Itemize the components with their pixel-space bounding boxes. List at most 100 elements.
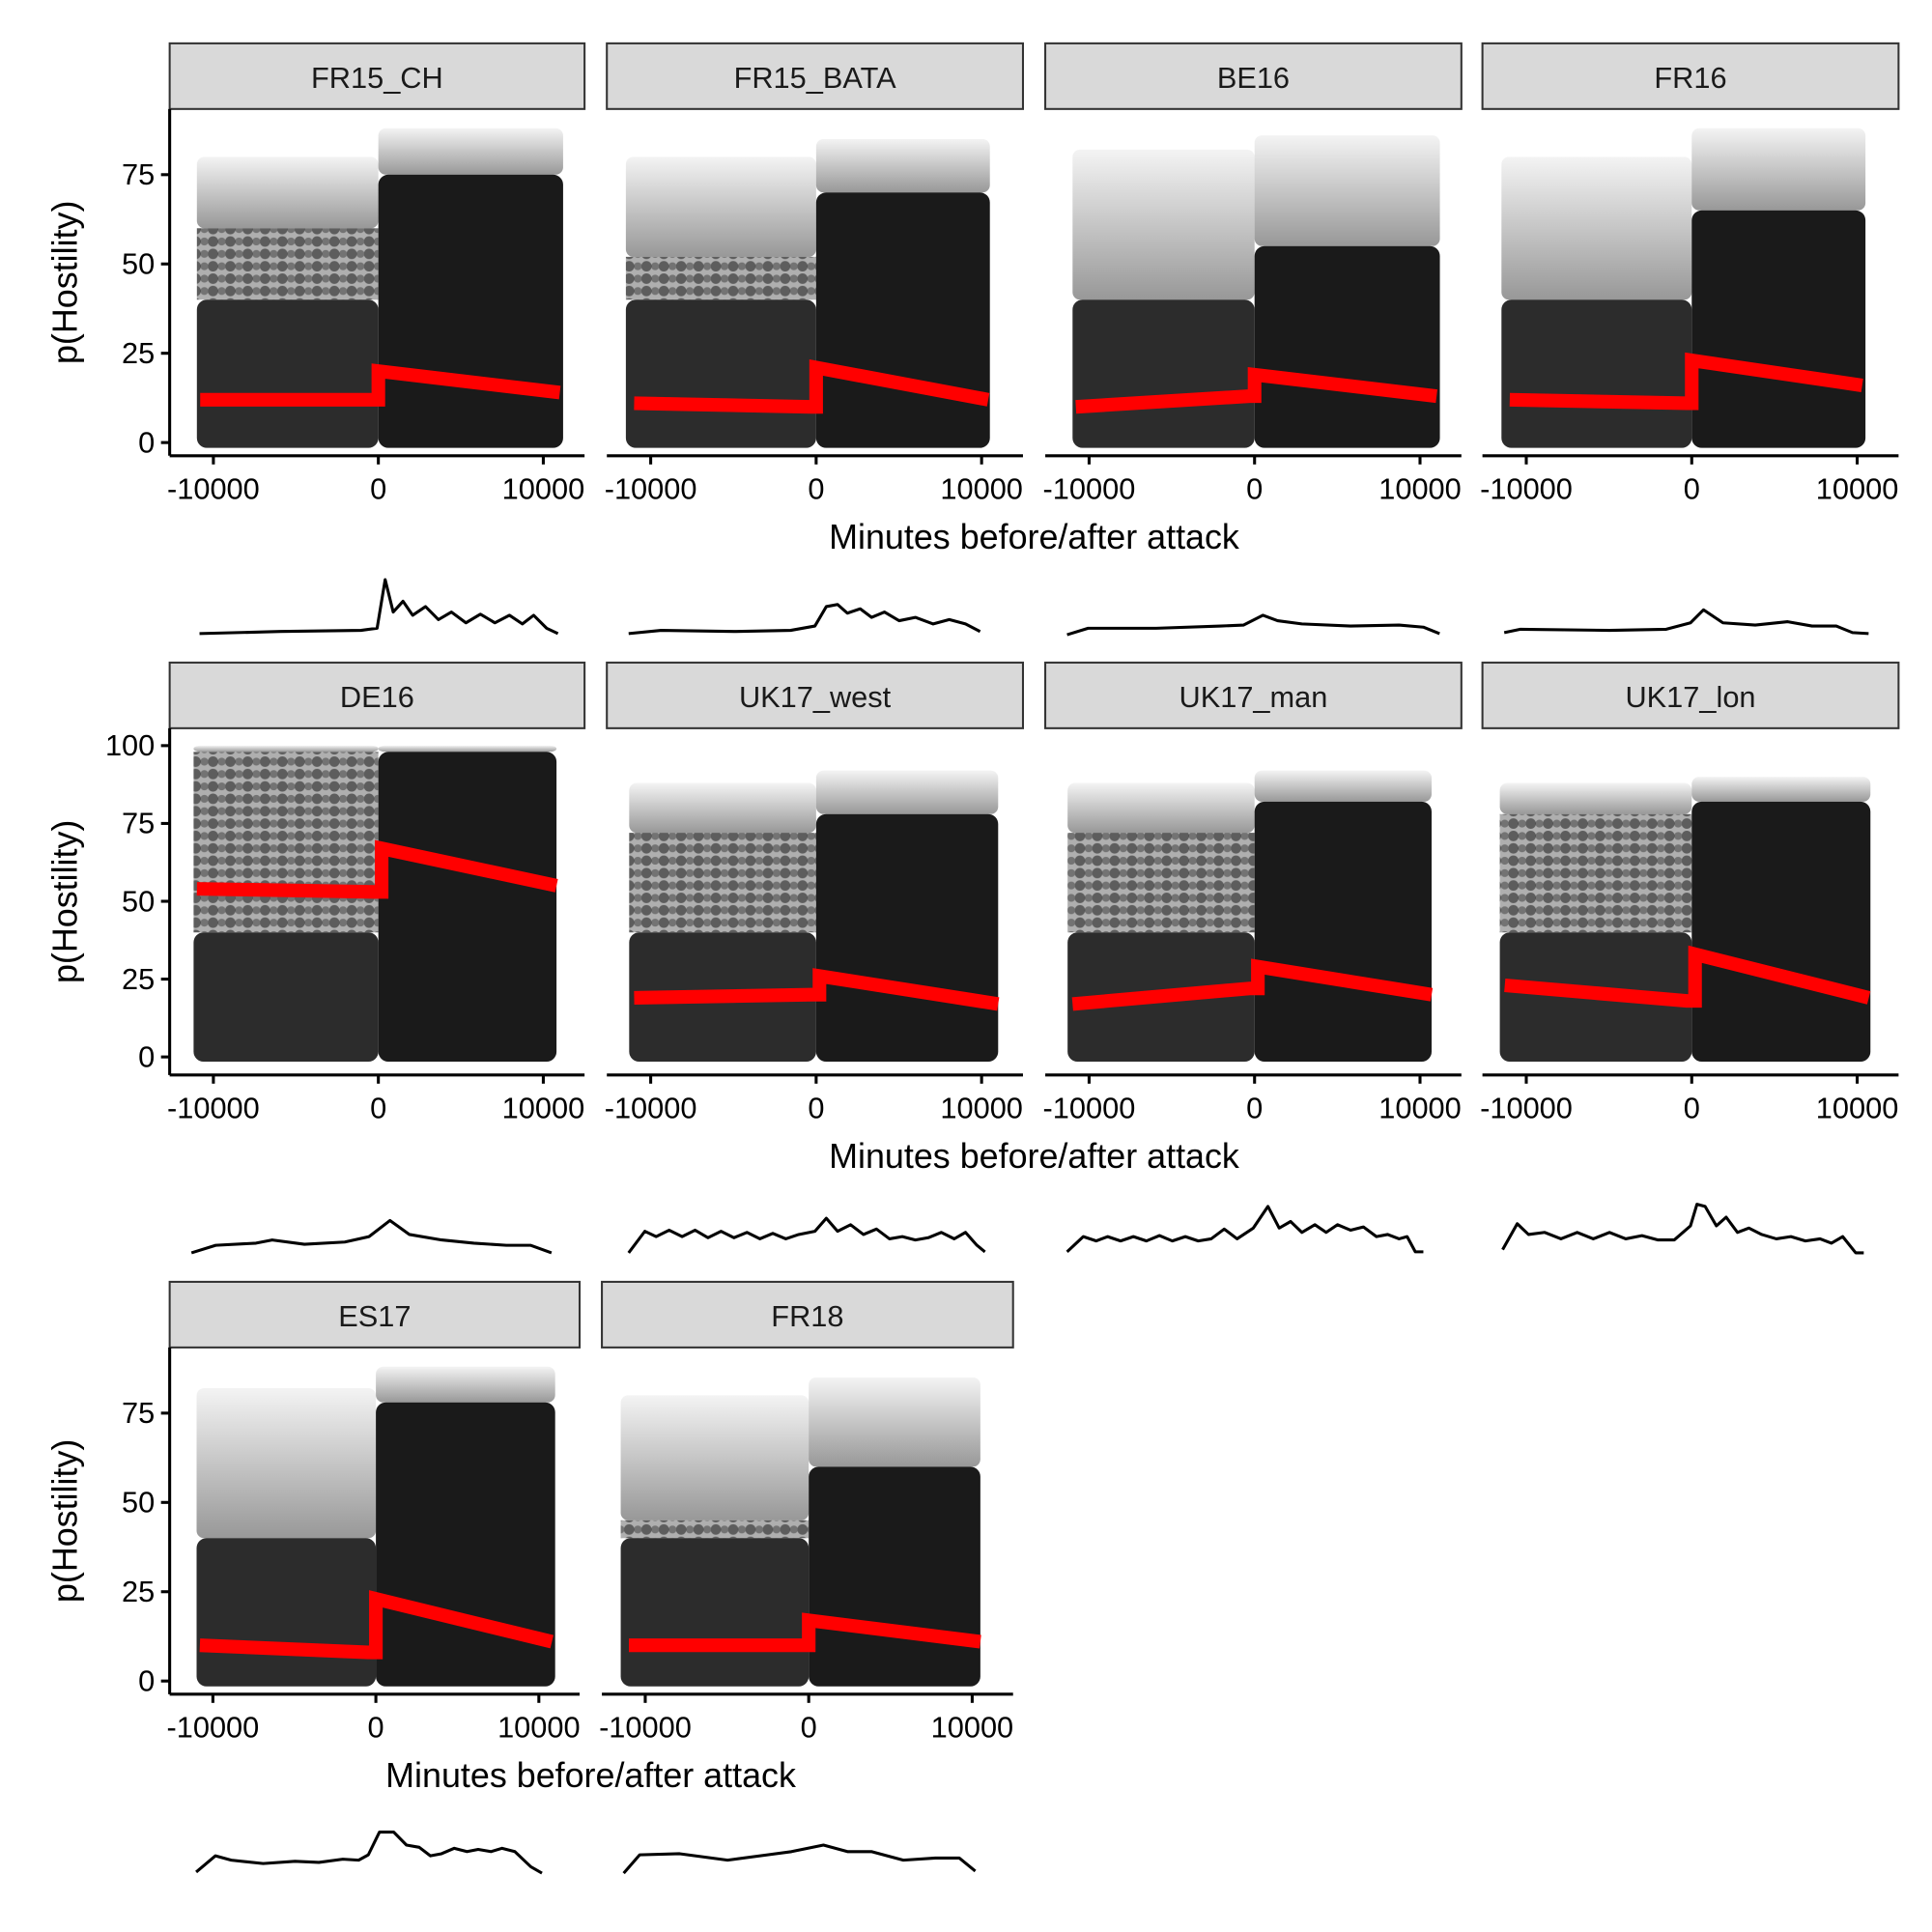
facet-strip-label: FR18 [771, 1299, 843, 1333]
x-tick-label: 10000 [940, 472, 1023, 506]
scatter-banded-pre [1067, 833, 1255, 933]
facet-strip [1044, 42, 1463, 110]
y-tick-label: 25 [122, 336, 155, 370]
facet-strip-label: DE16 [340, 680, 414, 714]
facet-strip-label: UK17_west [739, 680, 892, 714]
fit-line [1071, 958, 1434, 1011]
marginal-density-curve [195, 1831, 543, 1875]
x-tick-label: 10000 [1378, 472, 1462, 506]
scatter-sparse-pre [193, 745, 379, 753]
panel-fr16: FR16 -10000 0 10000 [1480, 42, 1900, 636]
marginal-density-curve [199, 578, 559, 636]
scatter-sparse-pre [1501, 156, 1692, 300]
facet-strip [606, 42, 1024, 110]
x-tick-label: 0 [370, 1092, 386, 1125]
scatter-banded-pre [625, 256, 816, 300]
x-tick-label: 10000 [940, 1092, 1023, 1125]
fit-line [1509, 352, 1863, 411]
x-tick-label: 10000 [502, 1092, 585, 1125]
facet-strip-label: FR16 [1654, 61, 1726, 95]
x-tick-label: 0 [1684, 1092, 1700, 1125]
marginal-density-curve [628, 603, 981, 636]
scatter-sparse-pre [1072, 149, 1255, 300]
scatter-dense-pre [193, 932, 379, 1062]
y-tick-label: 0 [138, 425, 155, 459]
x-tick-label: -10000 [1480, 472, 1573, 506]
y-tick-label: 50 [122, 1486, 155, 1520]
x-tick-label: 10000 [502, 472, 585, 506]
x-tick-label: -10000 [599, 1711, 692, 1745]
x-tick-label: 0 [808, 472, 824, 506]
facet-strip-label: FR15_BATA [734, 61, 897, 95]
marginal-density-curve [1066, 613, 1440, 637]
marginal-density-curve [1503, 608, 1869, 636]
fit-line [1075, 366, 1437, 414]
marginal-density-curve [190, 1218, 553, 1255]
fit-line [634, 358, 990, 414]
scatter-dense-post [1691, 801, 1871, 1062]
x-axis-title-row3: Minutes before/after attack [385, 1756, 796, 1795]
fit-line [634, 968, 1000, 1011]
y-axis-title-row2: p(Hostility) [45, 820, 84, 983]
fit-line [629, 1612, 981, 1653]
scatter-dense-pre [196, 299, 379, 448]
scatter-dense-post [378, 752, 557, 1062]
x-axis-title-row1: Minutes before/after attack [829, 518, 1239, 556]
x-tick-label: -10000 [167, 1711, 260, 1745]
scatter-dense-post [815, 813, 999, 1062]
x-tick-label: -10000 [1043, 1092, 1136, 1125]
y-tick-label: 0 [138, 1663, 155, 1697]
scatter-dense-pre [1501, 299, 1692, 448]
panel-fr15-bata: FR15_BATA -10000 0 10000 [605, 42, 1024, 636]
scatter-sparse-post [378, 745, 557, 753]
x-tick-label: -10000 [1480, 1092, 1573, 1125]
scatter-dense-post [815, 192, 990, 448]
x-tick-label: -10000 [605, 472, 697, 506]
y-tick-label: 75 [122, 807, 155, 840]
x-tick-label: 10000 [931, 1711, 1014, 1745]
fit-line [1504, 945, 1871, 1009]
scatter-banded-pre [629, 833, 816, 933]
scatter-dense-pre [625, 299, 816, 448]
facet-strip [606, 661, 1024, 729]
scatter-dense-post [378, 174, 563, 448]
y-tick-label: 50 [122, 884, 155, 918]
scatter-dense-post [1254, 801, 1432, 1062]
scatter-sparse-pre [625, 156, 816, 257]
scatter-sparse-post [809, 1377, 980, 1467]
facet-strip [1481, 42, 1900, 110]
scatter-banded-pre [1499, 813, 1692, 933]
scatter-dense-post [1254, 245, 1440, 448]
facet-strip-label: UK17_man [1179, 680, 1328, 714]
y-tick-label: 50 [122, 247, 155, 281]
x-tick-label: -10000 [605, 1092, 697, 1125]
x-tick-label: 0 [808, 1092, 824, 1125]
x-tick-label: -10000 [1043, 472, 1136, 506]
x-tick-label: 10000 [1378, 1092, 1462, 1125]
facet-strip [601, 1280, 1014, 1349]
y-tick-label: 0 [138, 1039, 155, 1073]
y-tick-label: 75 [122, 1396, 155, 1430]
panel-uk17-man: UK17_man -10000 0 10000 [1043, 661, 1463, 1254]
scatter-dense-post [1691, 210, 1866, 448]
scatter-sparse-post [815, 770, 999, 814]
x-tick-label: 0 [1684, 472, 1700, 506]
y-axis-title-row3: p(Hostility) [45, 1439, 84, 1603]
panel-de16: DE16 -10000 0 10000 0 25 50 75 100 [105, 661, 586, 1255]
scatter-sparse-post [815, 138, 990, 193]
facet-strip-label: ES17 [338, 1299, 411, 1333]
panel-be16: BE16 -10000 0 10000 [1043, 42, 1463, 637]
facet-strip [1481, 661, 1900, 729]
x-tick-label: 0 [801, 1711, 817, 1745]
y-tick-label: 25 [122, 962, 155, 996]
fit-line [199, 1590, 554, 1660]
marginal-density-curve [622, 1843, 977, 1875]
fit-line [200, 363, 561, 407]
axis-titles: p(Hostility) p(Hostility) p(Hostility) M… [45, 201, 1238, 1795]
y-tick-label: 75 [122, 157, 155, 191]
scatter-dense-pre [196, 1538, 377, 1687]
scatter-sparse-pre [1067, 782, 1255, 834]
facet-panels: FR15_CH-10000 0 100000255075FR15_BATA-1000… [105, 42, 1900, 1875]
scatter-dense-post [809, 1466, 980, 1687]
